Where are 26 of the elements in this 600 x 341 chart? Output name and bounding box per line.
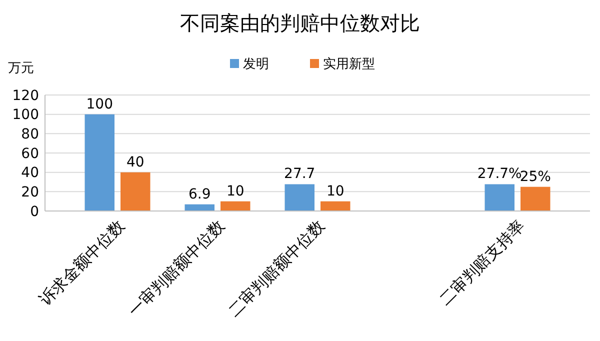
bar <box>484 184 514 211</box>
x-tick-label: 二审判赔支持率 <box>436 216 528 309</box>
bar <box>120 172 150 211</box>
bar <box>320 201 350 211</box>
data-label: 27.7 <box>284 166 316 182</box>
data-label: 10 <box>226 183 244 200</box>
legend-label: 发明 <box>243 57 269 72</box>
y-tick-label: 60 <box>21 146 39 162</box>
y-tick-label: 100 <box>12 107 39 124</box>
bar <box>220 201 250 211</box>
data-label: 6.9 <box>188 186 211 202</box>
legend-label: 实用新型 <box>323 57 375 72</box>
chart-title: 不同案由的判赔中位数对比 <box>180 11 420 35</box>
bar <box>520 186 550 211</box>
data-label: 25% <box>520 168 551 185</box>
data-label: 10 <box>326 183 344 200</box>
y-tick-label: 20 <box>21 184 39 201</box>
data-label: 27.7% <box>477 166 522 182</box>
y-tick-label: 40 <box>21 165 39 182</box>
bar <box>284 184 314 211</box>
y-tick-label: 80 <box>21 126 39 143</box>
data-label: 40 <box>126 154 144 170</box>
y-tick-label: 120 <box>12 88 39 104</box>
data-label: 100 <box>86 96 113 112</box>
y-axis-title: 万元 <box>8 61 34 76</box>
bar <box>84 114 114 211</box>
